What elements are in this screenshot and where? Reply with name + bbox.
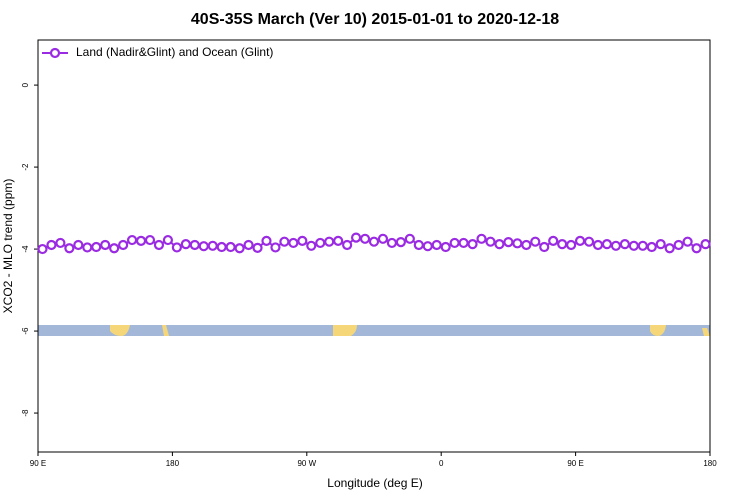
data-point: [216, 241, 227, 253]
data-point: [359, 233, 371, 244]
data-point: [225, 241, 236, 253]
data-point: [530, 236, 541, 247]
y-tick-label: -4: [21, 245, 30, 253]
legend-label: Land (Nadir&Glint) and Ocean (Glint): [76, 45, 273, 59]
data-point: [682, 236, 693, 247]
x-tick-label: 90 E: [30, 459, 46, 468]
data-point: [476, 233, 487, 244]
data-point: [297, 235, 308, 246]
y-tick-label: -6: [21, 327, 30, 335]
data-point: [153, 239, 165, 251]
data-point: [64, 243, 75, 254]
x-tick-label: 180: [703, 459, 717, 468]
legend-marker: [49, 47, 61, 59]
data-point: [162, 234, 174, 246]
data-point: [91, 241, 102, 253]
data-point: [180, 239, 191, 250]
data-point: [574, 235, 586, 246]
y-tick-label: -8: [21, 409, 30, 417]
data-point: [395, 237, 406, 248]
data-point: [440, 241, 451, 253]
chart-title: 40S-35S March (Ver 10) 2015-01-01 to 202…: [191, 11, 559, 28]
data-point: [601, 239, 613, 250]
data-point: [557, 239, 568, 250]
x-axis-label: Longitude (deg E): [327, 476, 422, 490]
data-point: [198, 241, 209, 252]
data-point: [270, 242, 281, 253]
data-point: [73, 239, 84, 251]
data-point: [243, 239, 254, 251]
data-point: [46, 239, 57, 251]
data-point: [135, 235, 147, 246]
data-point: [637, 240, 648, 251]
data-point: [404, 233, 415, 244]
data-point: [171, 242, 182, 253]
data-point: [413, 239, 424, 251]
data-point: [422, 241, 433, 252]
data-point: [342, 239, 353, 251]
x-tick-label: 180: [166, 459, 180, 468]
data-point: [646, 241, 657, 253]
data-point: [189, 239, 200, 251]
x-tick-label: 90 W: [297, 459, 316, 468]
data-point: [333, 235, 344, 246]
x-tick-label: 0: [439, 459, 444, 468]
data-point: [485, 236, 496, 247]
data-point: [512, 238, 523, 249]
land-ocean-strip: [38, 325, 710, 336]
data-point: [521, 239, 532, 251]
data-point: [503, 237, 514, 248]
data-point: [100, 239, 111, 251]
data-point: [315, 237, 326, 249]
data-point: [118, 239, 129, 251]
data-point: [583, 236, 595, 247]
data-point: [566, 239, 577, 251]
data-point: [664, 243, 675, 254]
data-point: [673, 239, 684, 251]
data-point: [37, 243, 48, 255]
data-point: [467, 239, 478, 250]
data-point: [324, 236, 335, 247]
data-point: [350, 232, 362, 243]
y-tick-label: 0: [21, 82, 30, 87]
data-point: [377, 233, 389, 244]
data-point: [207, 240, 218, 251]
data-point: [494, 239, 505, 250]
data-point: [252, 242, 263, 253]
data-point: [431, 239, 442, 251]
y-axis-label: XCO2 - MLO trend (ppm): [1, 179, 15, 314]
data-point: [82, 242, 93, 253]
data-point: [619, 239, 630, 250]
data-point: [449, 237, 460, 249]
data-point: [592, 239, 604, 251]
data-point: [288, 237, 299, 249]
data-point: [126, 234, 138, 246]
data-point: [700, 239, 711, 250]
y-tick-label: -2: [21, 163, 30, 171]
data-point: [368, 236, 380, 247]
data-point: [691, 243, 702, 254]
data-point: [261, 235, 272, 246]
data-point: [628, 240, 639, 251]
data-point: [386, 237, 398, 249]
data-point: [144, 234, 156, 246]
data-point: [655, 239, 666, 250]
data-point: [548, 235, 559, 246]
data-point: [279, 236, 290, 247]
data-point: [610, 240, 622, 251]
data-point: [55, 237, 66, 249]
data-point: [458, 237, 469, 249]
data-point: [234, 243, 245, 254]
x-tick-label: 90 E: [567, 459, 583, 468]
data-point: [109, 243, 120, 254]
data-point: [306, 240, 317, 251]
data-point: [539, 241, 550, 253]
